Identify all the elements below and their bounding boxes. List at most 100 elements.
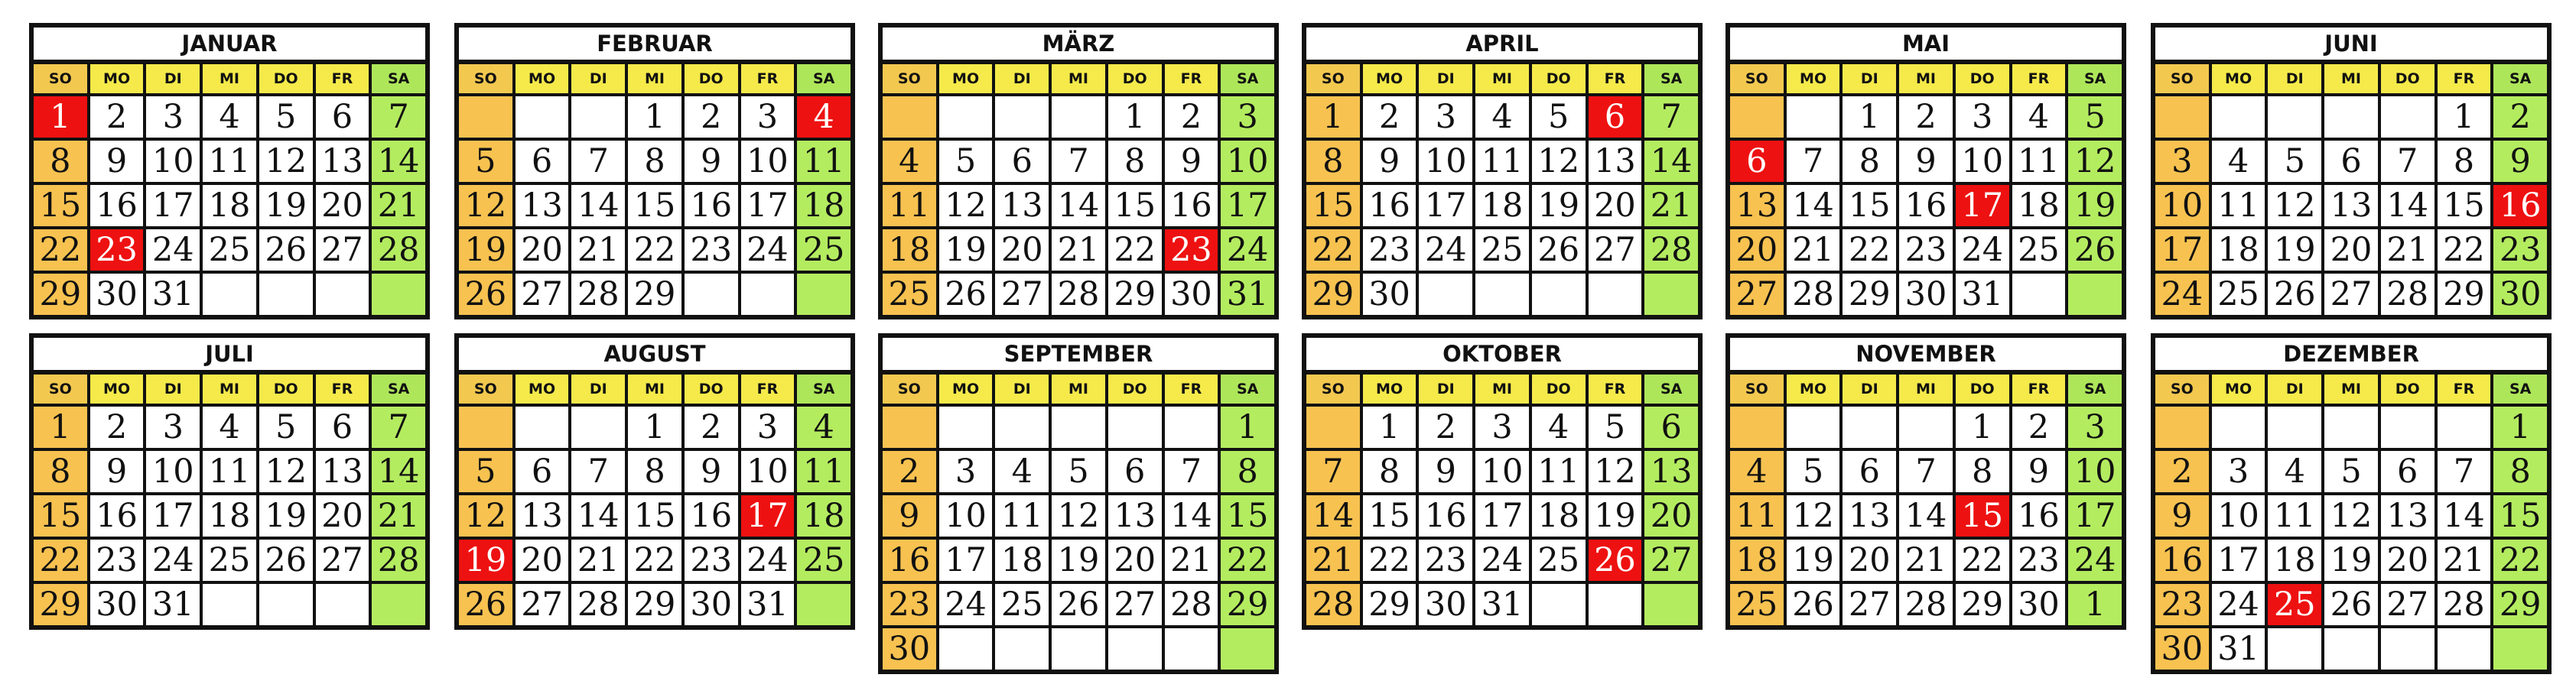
day-cell: 1 (1306, 96, 1360, 138)
day-cell: 29 (1843, 274, 1897, 315)
day-cell: 24 (740, 540, 795, 581)
day-cell: 21 (571, 540, 626, 581)
day-cell: 26 (1588, 540, 1642, 581)
weekday-header: DI (1843, 375, 1897, 404)
weekday-header: DO (1107, 64, 1162, 93)
day-cell: 14 (372, 451, 425, 492)
day-cell: 26 (259, 229, 313, 271)
weekday-header: MI (2324, 375, 2378, 404)
empty-cell (2437, 407, 2491, 448)
day-cell: 26 (459, 274, 512, 315)
day-cell: 22 (2493, 540, 2547, 581)
day-cell: 22 (34, 540, 87, 581)
day-cell: 28 (1306, 584, 1360, 625)
day-cell: 1 (1843, 96, 1897, 138)
empty-cell (1107, 407, 1162, 448)
empty-cell (2155, 407, 2209, 448)
weekday-header: FR (2012, 64, 2066, 93)
day-cell: 22 (1843, 229, 1897, 271)
day-cell: 18 (797, 495, 851, 537)
weekday-header: FR (1588, 64, 1642, 93)
day-cell: 24 (740, 229, 795, 271)
day-cell: 2 (684, 407, 738, 448)
empty-cell (571, 96, 626, 138)
weekday-header: FR (2012, 375, 2066, 404)
empty-cell (995, 96, 1049, 138)
day-cell: 29 (1107, 274, 1162, 315)
day-cell: 8 (1362, 451, 1416, 492)
day-cell: 16 (89, 495, 144, 537)
day-cell: 3 (146, 407, 200, 448)
day-cell: 17 (740, 185, 795, 226)
day-cell: 25 (797, 229, 851, 271)
day-cell: 21 (1786, 229, 1840, 271)
day-cell: 20 (1588, 185, 1642, 226)
day-cell: 13 (1588, 141, 1642, 182)
day-cell: 20 (515, 540, 569, 581)
day-cell: 10 (146, 451, 200, 492)
day-cell: 5 (1588, 407, 1642, 448)
day-cell: 6 (315, 96, 369, 138)
day-cell: 16 (1419, 495, 1473, 537)
day-cell: 31 (1475, 584, 1529, 625)
day-cell: 9 (2012, 451, 2066, 492)
empty-cell (515, 407, 569, 448)
day-cell: 27 (1107, 584, 1162, 625)
empty-cell (2380, 407, 2435, 448)
day-cell: 12 (2068, 141, 2122, 182)
day-cell: 4 (203, 96, 256, 138)
day-cell: 19 (459, 540, 512, 581)
empty-cell (1419, 274, 1473, 315)
weekday-header: FR (2437, 64, 2491, 93)
day-cell: 29 (2493, 584, 2547, 625)
empty-cell (515, 96, 569, 138)
empty-cell (2380, 96, 2435, 138)
day-cell: 27 (2324, 274, 2378, 315)
weekday-header: DO (2380, 375, 2435, 404)
day-cell: 3 (1475, 407, 1529, 448)
day-cell: 20 (1843, 540, 1897, 581)
day-cell: 1 (628, 407, 681, 448)
weekday-header: DI (146, 375, 200, 404)
day-cell: 20 (1644, 495, 1698, 537)
day-cell: 19 (2268, 229, 2322, 271)
day-cell: 30 (1419, 584, 1473, 625)
empty-cell (938, 407, 993, 448)
day-cell: 8 (1107, 141, 1162, 182)
day-cell: 18 (203, 185, 256, 226)
day-cell: 15 (628, 495, 681, 537)
day-cell: 31 (146, 584, 200, 625)
weekday-header: DO (259, 64, 313, 93)
day-cell: 6 (1644, 407, 1698, 448)
day-cell: 13 (2380, 495, 2435, 537)
day-cell: 7 (571, 141, 626, 182)
day-cell: 30 (883, 628, 936, 670)
day-cell: 1 (34, 407, 87, 448)
day-cell: 20 (2380, 540, 2435, 581)
day-cell: 13 (1644, 451, 1698, 492)
weekday-header: MI (1475, 64, 1529, 93)
weekday-header: MO (2211, 64, 2265, 93)
empty-cell (2211, 96, 2265, 138)
weekday-header: SO (2155, 64, 2209, 93)
day-cell: 25 (2012, 229, 2066, 271)
day-cell: 8 (1306, 141, 1360, 182)
day-cell: 16 (1164, 185, 1218, 226)
day-cell: 12 (1588, 451, 1642, 492)
day-cell: 6 (2324, 141, 2378, 182)
day-cell: 11 (1730, 495, 1784, 537)
day-cell: 10 (1475, 451, 1529, 492)
empty-cell (459, 407, 512, 448)
day-cell: 31 (146, 274, 200, 315)
day-cell: 22 (1107, 229, 1162, 271)
day-cell: 14 (2437, 495, 2491, 537)
day-cell: 18 (797, 185, 851, 226)
empty-cell (1588, 274, 1642, 315)
empty-cell (1730, 96, 1784, 138)
day-cell: 8 (628, 451, 681, 492)
day-cell: 2 (684, 96, 738, 138)
day-cell: 9 (89, 141, 144, 182)
day-cell: 31 (740, 584, 795, 625)
day-cell: 5 (459, 451, 512, 492)
day-cell: 20 (1730, 229, 1784, 271)
